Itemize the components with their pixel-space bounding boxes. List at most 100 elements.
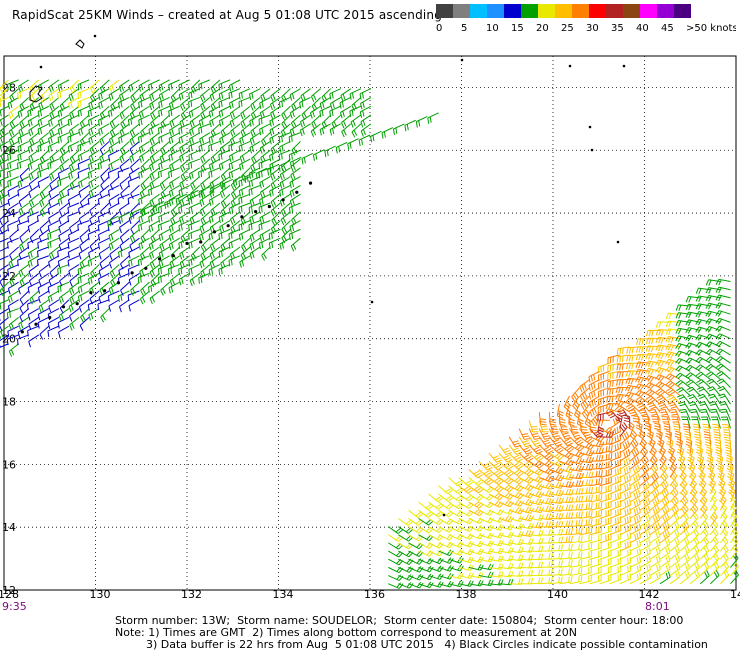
- wind-barb: [38, 247, 49, 257]
- wind-barb: [707, 455, 713, 470]
- wind-barb: [29, 133, 38, 146]
- wind-barb: [200, 133, 210, 145]
- wind-barb: [131, 185, 140, 198]
- wind-barb: [690, 409, 701, 420]
- wind-barb: [120, 141, 129, 154]
- wind-barb: [159, 106, 170, 117]
- wind-barb: [120, 177, 129, 190]
- wind-barb: [101, 203, 110, 217]
- wind-barb: [630, 430, 637, 444]
- wind-barb: [98, 194, 109, 205]
- y-tick-label: 16: [2, 458, 16, 471]
- wind-barb: [151, 229, 160, 242]
- wind-barb: [727, 463, 733, 477]
- wind-barb: [239, 97, 250, 107]
- wind-barb: [640, 531, 650, 543]
- wind-barb: [687, 447, 694, 462]
- wind-barb: [371, 131, 382, 142]
- wind-barb: [49, 168, 59, 181]
- contamination-circle: [76, 302, 79, 305]
- wind-barb: [626, 378, 640, 384]
- wind-barb: [160, 238, 170, 251]
- wind-barb: [110, 212, 119, 225]
- wind-barb: [159, 89, 169, 101]
- wind-barb: [341, 89, 351, 101]
- wind-barb: [251, 124, 260, 137]
- wind-barb: [211, 80, 220, 93]
- wind-barb: [677, 447, 684, 462]
- wind-barb: [49, 124, 59, 137]
- wind-barb: [60, 141, 69, 154]
- island-dot: [371, 301, 374, 304]
- wind-barb: [262, 247, 271, 261]
- wind-barb: [260, 185, 270, 198]
- time-right-label: 8:01: [645, 600, 670, 613]
- wind-barb: [271, 194, 280, 207]
- wind-barb: [388, 567, 403, 573]
- wind-barb: [50, 97, 59, 110]
- wind-barb: [282, 89, 291, 102]
- wind-barb: [141, 229, 150, 243]
- wind-barb: [19, 194, 29, 207]
- wind-barb: [291, 238, 300, 251]
- wind-barb: [645, 423, 651, 437]
- wind-barb: [38, 256, 49, 266]
- wind-barb: [640, 523, 650, 535]
- wind-map-plot[interactable]: 1281301321341361381401421441214161820222…: [0, 0, 740, 610]
- wind-barb: [160, 177, 169, 190]
- wind-barb: [189, 203, 200, 214]
- wind-barb: [650, 572, 660, 584]
- wind-barb: [630, 448, 639, 461]
- wind-barb: [716, 455, 722, 469]
- wind-barb: [292, 212, 301, 225]
- wind-barb: [141, 282, 150, 295]
- wind-barb: [630, 456, 639, 469]
- wind-barb: [7, 168, 18, 178]
- wind-barb: [650, 555, 660, 567]
- y-tick-label: 22: [2, 270, 16, 283]
- wind-barb: [699, 402, 711, 412]
- wind-barb: [393, 124, 404, 135]
- x-tick-label: 138: [456, 588, 477, 601]
- wind-barb: [716, 295, 731, 301]
- contamination-circle: [185, 242, 188, 245]
- wind-barb: [240, 150, 250, 162]
- wind-barb: [191, 247, 200, 261]
- wind-barb: [630, 532, 641, 543]
- wind-barb: [100, 133, 109, 146]
- wind-barb: [638, 430, 645, 445]
- contamination-circle: [254, 210, 257, 213]
- wind-barb: [640, 548, 650, 560]
- wind-barb: [118, 291, 129, 302]
- wind-barb: [700, 409, 711, 420]
- wind-barb: [261, 133, 270, 146]
- wind-barb: [667, 438, 674, 453]
- wind-barb: [48, 238, 59, 249]
- wind-barb: [731, 570, 739, 584]
- wind-barb: [29, 150, 39, 162]
- wind-barb: [269, 238, 280, 249]
- wind-barb: [70, 177, 79, 190]
- wind-barb: [352, 124, 361, 137]
- wind-barb: [665, 431, 671, 445]
- wind-barb: [189, 265, 200, 276]
- x-tick-label: 136: [364, 588, 385, 601]
- wind-barb: [191, 177, 200, 190]
- wind-barb: [660, 572, 670, 584]
- contamination-circle: [21, 330, 24, 333]
- footer-line-3: 3) Data buffer is 22 hrs from Aug 5 01:0…: [146, 638, 708, 651]
- wind-barb: [28, 300, 39, 310]
- wind-barb: [138, 133, 149, 144]
- wind-barb: [636, 362, 650, 368]
- wind-barb: [189, 97, 200, 107]
- wind-barb: [99, 265, 109, 277]
- wind-barb: [279, 97, 290, 108]
- wind-barb: [38, 212, 49, 222]
- wind-barb: [686, 439, 692, 453]
- wind-barb: [131, 89, 140, 103]
- wind-barb: [670, 571, 680, 584]
- wind-barb: [110, 265, 119, 278]
- wind-barb: [129, 300, 139, 312]
- wind-barb: [80, 115, 89, 128]
- wind-barb: [630, 439, 638, 453]
